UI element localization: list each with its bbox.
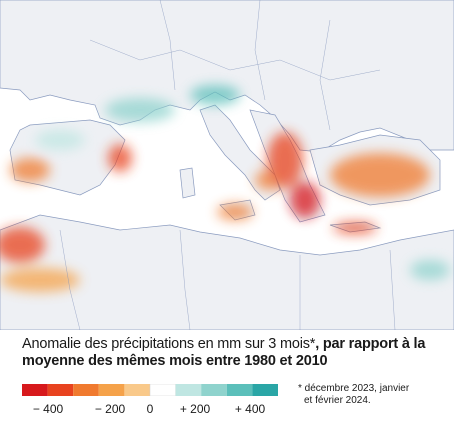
legend-label: + 200 xyxy=(179,402,211,416)
footnote-line: * décembre 2023, janvier xyxy=(298,383,410,394)
legend-swatch xyxy=(252,384,278,396)
caption-bold: , par rapport à la moyenne des mêmes moi… xyxy=(22,336,426,369)
footnote: * décembre 2023, janvier et février 2024… xyxy=(298,383,409,407)
map xyxy=(0,0,454,330)
legend-swatch xyxy=(22,384,48,396)
borders xyxy=(59,0,396,330)
legend-swatch xyxy=(73,384,99,396)
legend-label: − 400 xyxy=(32,402,64,416)
legend-label: + 400 xyxy=(234,402,266,416)
legend-swatch xyxy=(226,384,253,396)
caption-regular: Anomalie des précipitations en mm sur 3 … xyxy=(22,336,316,352)
legend-swatch xyxy=(47,384,74,396)
caption: Anomalie des précipitations en mm sur 3 … xyxy=(22,336,432,370)
legend-bar xyxy=(22,384,278,396)
legend-label: 0 xyxy=(146,402,154,416)
anomaly-layer xyxy=(0,85,450,292)
legend-swatch xyxy=(175,384,202,396)
legend-swatch xyxy=(98,384,125,396)
legend-swatch xyxy=(201,384,227,396)
footnote-line: et février 2024. xyxy=(304,395,371,406)
legend-label: − 200 xyxy=(94,402,126,416)
legend-swatch xyxy=(149,384,176,396)
legend-swatch xyxy=(124,384,150,396)
